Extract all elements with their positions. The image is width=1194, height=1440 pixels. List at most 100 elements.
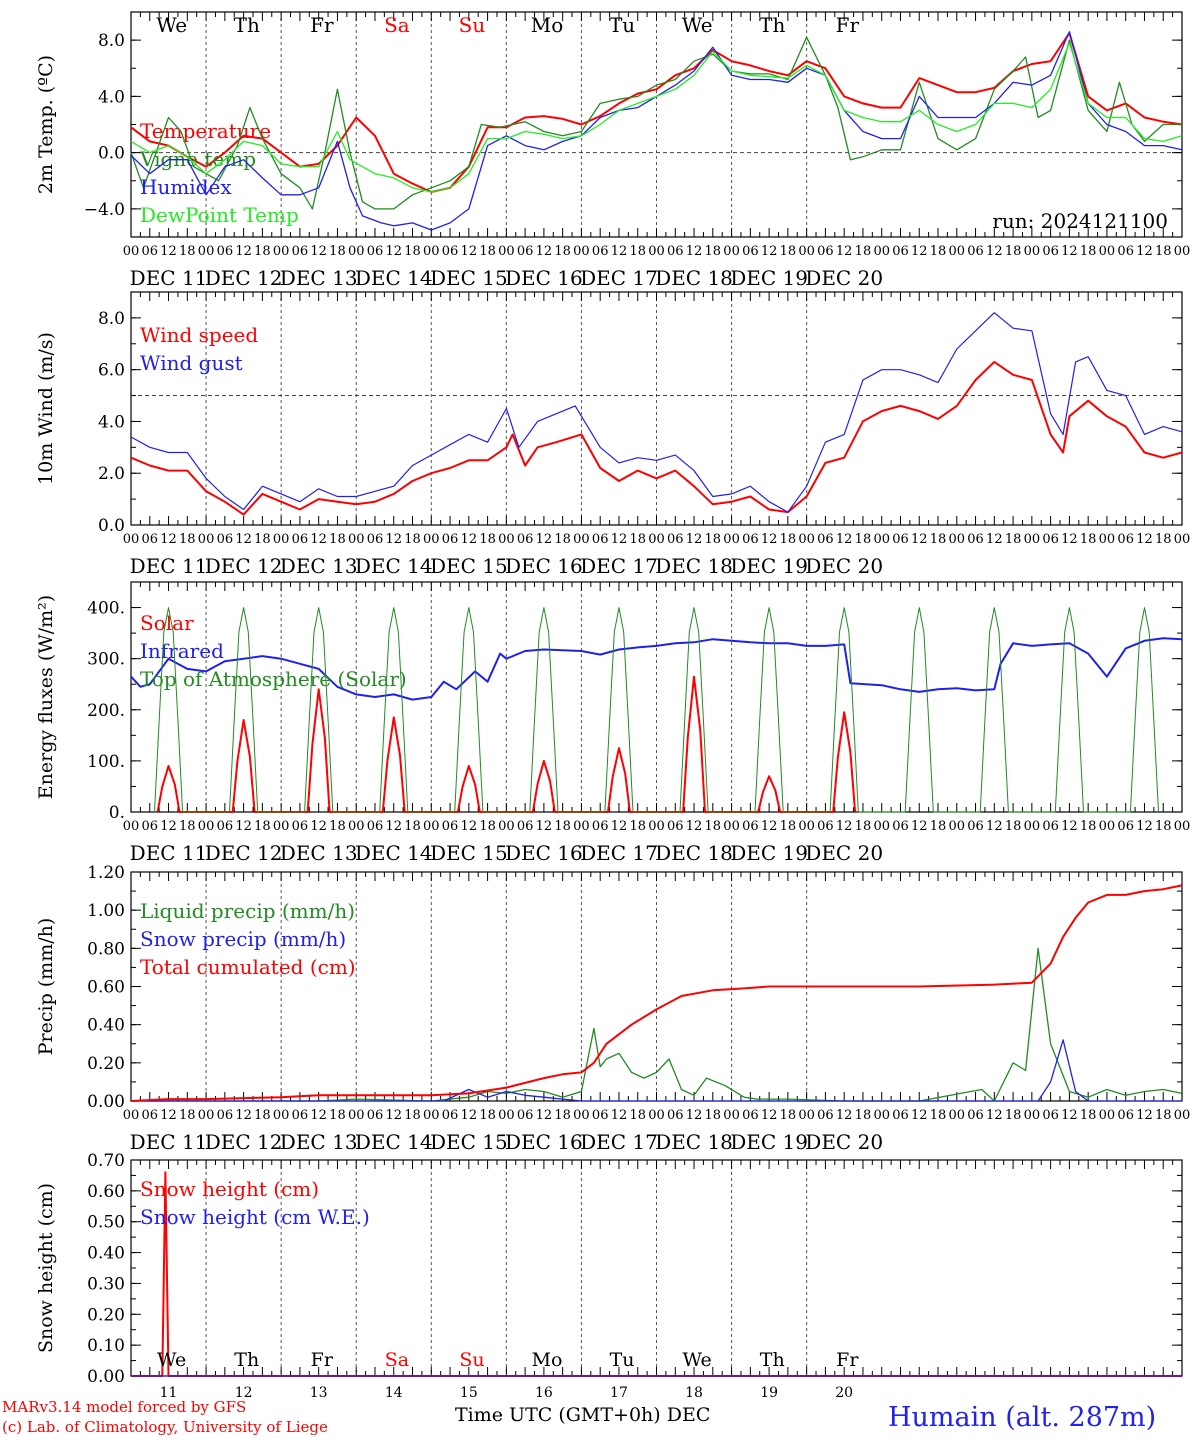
date-label: DEC 15 bbox=[430, 1130, 508, 1154]
hour-tick-label: 06 bbox=[892, 819, 909, 834]
hour-tick-label: 12 bbox=[461, 819, 478, 834]
hour-tick-label: 00 bbox=[348, 819, 365, 834]
hour-tick-label: 18 bbox=[179, 244, 196, 259]
date-label: DEC 18 bbox=[655, 841, 733, 865]
hour-tick-label: 00 bbox=[498, 819, 515, 834]
hour-tick-label: 06 bbox=[892, 1108, 909, 1123]
hour-tick-label: 18 bbox=[404, 244, 421, 259]
hour-tick-label: 06 bbox=[1042, 532, 1059, 547]
y-tick-label: 4.0 bbox=[98, 87, 125, 107]
hour-tick-label: 06 bbox=[592, 244, 609, 259]
hour-tick-label: 12 bbox=[1136, 532, 1153, 547]
hour-tick-label: 18 bbox=[930, 819, 947, 834]
date-label: DEC 14 bbox=[355, 266, 433, 290]
hour-tick-label: 12 bbox=[1061, 244, 1078, 259]
hour-tick-label: 18 bbox=[629, 819, 646, 834]
legend-snow-height-cm-: Snow height (cm) bbox=[140, 1177, 319, 1201]
hour-tick-label: 00 bbox=[873, 244, 890, 259]
hour-tick-label: 18 bbox=[705, 244, 722, 259]
hour-tick-label: 00 bbox=[648, 819, 665, 834]
date-label: DEC 18 bbox=[655, 1130, 733, 1154]
hour-tick-label: 12 bbox=[160, 244, 177, 259]
hour-tick-label: 12 bbox=[611, 1108, 628, 1123]
hour-tick-label: 12 bbox=[986, 532, 1003, 547]
hour-tick-label: 00 bbox=[348, 532, 365, 547]
weekday-label: Fr bbox=[310, 13, 334, 37]
y-tick-label: 0.50 bbox=[87, 1213, 125, 1233]
date-label: DEC 18 bbox=[655, 266, 733, 290]
day-number-label: 13 bbox=[310, 1385, 328, 1400]
y-axis-label: Precip (mm/h) bbox=[35, 918, 57, 1056]
hour-tick-label: 00 bbox=[1174, 532, 1191, 547]
hour-tick-label: 00 bbox=[123, 532, 140, 547]
hour-tick-label: 12 bbox=[686, 1108, 703, 1123]
weekday-label: We bbox=[682, 13, 713, 37]
date-label: DEC 12 bbox=[205, 266, 283, 290]
hour-tick-label: 00 bbox=[1099, 1108, 1116, 1123]
hour-tick-label: 12 bbox=[160, 819, 177, 834]
hour-tick-label: 18 bbox=[705, 1108, 722, 1123]
date-label: DEC 16 bbox=[505, 1130, 583, 1154]
date-label: DEC 19 bbox=[730, 266, 808, 290]
hour-tick-label: 12 bbox=[310, 532, 327, 547]
hour-tick-label: 00 bbox=[873, 532, 890, 547]
y-tick-label: 8.0 bbox=[98, 309, 125, 329]
hour-tick-label: 18 bbox=[780, 1108, 797, 1123]
hour-tick-label: 06 bbox=[217, 1108, 234, 1123]
hour-tick-label: 00 bbox=[198, 244, 215, 259]
hour-tick-label: 12 bbox=[1136, 819, 1153, 834]
y-tick-label: 400. bbox=[87, 599, 125, 619]
y-tick-label: 0.20 bbox=[87, 1054, 125, 1074]
hour-tick-label: 18 bbox=[1155, 532, 1172, 547]
hour-tick-label: 06 bbox=[442, 819, 459, 834]
hour-tick-label: 18 bbox=[1005, 244, 1022, 259]
hour-tick-label: 18 bbox=[554, 532, 571, 547]
hour-tick-label: 00 bbox=[1024, 532, 1041, 547]
date-label: DEC 11 bbox=[130, 1130, 208, 1154]
hour-tick-label: 12 bbox=[911, 244, 928, 259]
hour-tick-label: 18 bbox=[930, 244, 947, 259]
legend-temperature: Temperature bbox=[140, 119, 271, 143]
y-tick-label: 8.0 bbox=[98, 31, 125, 51]
hour-tick-label: 00 bbox=[123, 819, 140, 834]
date-label: DEC 14 bbox=[355, 1130, 433, 1154]
hour-tick-label: 18 bbox=[1080, 244, 1097, 259]
footer-model-label: MARv3.14 model forced by GFS bbox=[2, 1398, 247, 1416]
hour-tick-label: 06 bbox=[817, 244, 834, 259]
hour-tick-label: 18 bbox=[179, 532, 196, 547]
hour-tick-label: 12 bbox=[385, 819, 402, 834]
y-tick-label: 0.20 bbox=[87, 1305, 125, 1325]
hour-tick-label: 18 bbox=[479, 244, 496, 259]
hour-tick-label: 06 bbox=[442, 532, 459, 547]
y-tick-label: 200. bbox=[87, 701, 125, 721]
date-label: DEC 13 bbox=[280, 554, 358, 578]
y-tick-label: 1.00 bbox=[87, 901, 125, 921]
weekday-label-bottom: Th bbox=[760, 1349, 785, 1371]
y-tick-label: 0.30 bbox=[87, 1274, 125, 1294]
hour-tick-label: 18 bbox=[329, 532, 346, 547]
hour-tick-label: 18 bbox=[855, 819, 872, 834]
hour-tick-label: 00 bbox=[123, 1108, 140, 1123]
hour-tick-label: 18 bbox=[1005, 1108, 1022, 1123]
series-line-wind-gust bbox=[130, 312, 1183, 513]
legend-top-of-atmosphere-solar-: Top of Atmosphere (Solar) bbox=[140, 667, 407, 691]
hour-tick-label: 18 bbox=[855, 1108, 872, 1123]
hour-tick-label: 06 bbox=[1117, 819, 1134, 834]
hour-tick-label: 18 bbox=[254, 532, 271, 547]
day-number-label: 20 bbox=[835, 1385, 853, 1400]
hour-tick-label: 12 bbox=[836, 819, 853, 834]
hour-tick-label: 12 bbox=[761, 819, 778, 834]
hour-tick-label: 06 bbox=[367, 244, 384, 259]
weekday-label-bottom: Fr bbox=[311, 1349, 334, 1371]
hour-tick-label: 00 bbox=[198, 819, 215, 834]
hour-tick-label: 18 bbox=[329, 819, 346, 834]
y-tick-label: 0. bbox=[109, 803, 125, 823]
hour-tick-label: 00 bbox=[949, 1108, 966, 1123]
hour-tick-label: 00 bbox=[1174, 1108, 1191, 1123]
hour-tick-label: 06 bbox=[367, 1108, 384, 1123]
date-label: DEC 12 bbox=[205, 554, 283, 578]
hour-tick-label: 12 bbox=[310, 244, 327, 259]
weekday-label-bottom: We bbox=[157, 1349, 186, 1371]
hour-tick-label: 18 bbox=[329, 244, 346, 259]
date-label: DEC 15 bbox=[430, 554, 508, 578]
